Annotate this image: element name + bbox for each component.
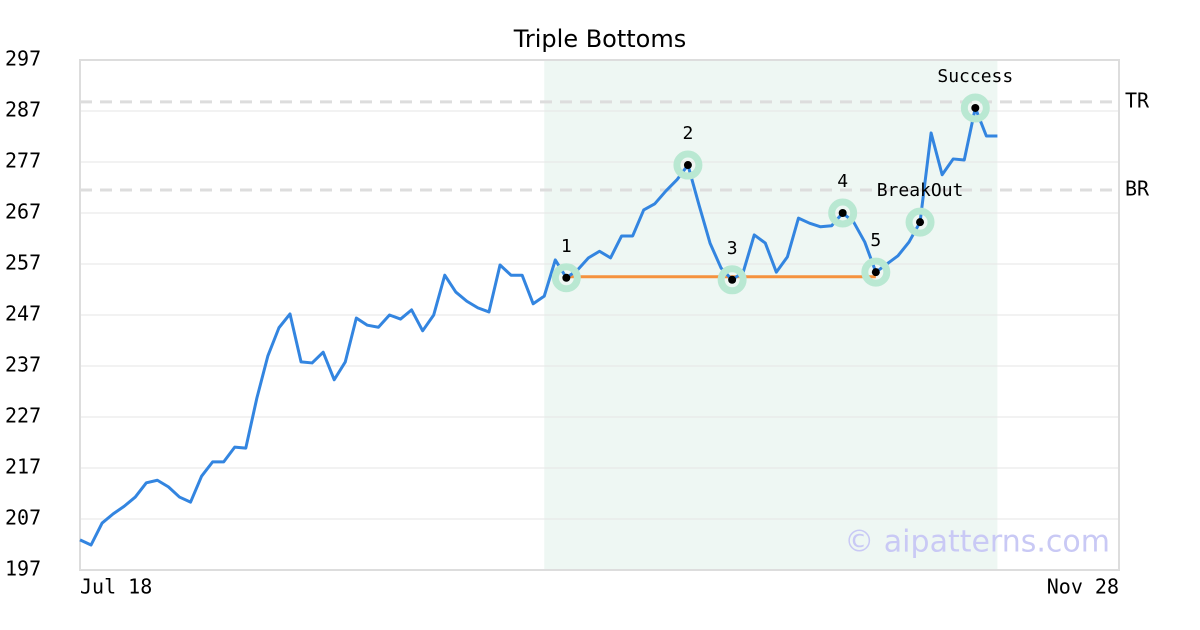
pattern-point <box>871 268 880 277</box>
chart-title: Triple Bottoms <box>513 25 687 53</box>
pattern-label: 1 <box>561 236 572 257</box>
pattern-point <box>562 273 571 282</box>
pattern-point <box>916 218 925 227</box>
pattern-point <box>838 209 847 217</box>
plot-frame <box>79 59 1120 571</box>
pattern-point-halo <box>673 150 703 180</box>
y-tick-label: 287 <box>5 98 41 122</box>
pattern-point <box>728 275 737 284</box>
y-tick-label: 217 <box>5 455 41 479</box>
pattern-label: 5 <box>870 230 881 251</box>
y-tick-label: 247 <box>5 302 41 326</box>
y-tick-label: 207 <box>5 506 41 530</box>
pattern-point-halo <box>905 207 935 237</box>
pattern-label: Success <box>937 66 1013 87</box>
pattern-point-halo <box>861 257 891 287</box>
y-tick-label: 277 <box>5 149 41 173</box>
pattern-label: 4 <box>837 171 848 192</box>
x-tick-label: Jul 18 <box>80 575 152 599</box>
pattern-point <box>683 161 692 170</box>
pattern-point-halo <box>551 263 581 293</box>
pattern-point-halo <box>960 93 990 123</box>
level-label: BR <box>1125 177 1150 201</box>
watermark: © aipatterns.com <box>844 525 1110 560</box>
pattern-label: 3 <box>727 238 738 259</box>
y-tick-label: 297 <box>5 47 41 71</box>
y-tick-label: 257 <box>5 251 41 275</box>
pattern-label: 2 <box>683 123 694 144</box>
y-tick-label: 227 <box>5 404 41 428</box>
x-tick-label: Nov 28 <box>1047 575 1119 599</box>
pattern-point-halo <box>828 198 858 228</box>
y-tick-label: 237 <box>5 353 41 377</box>
pattern-point <box>971 103 980 112</box>
y-tick-label: 267 <box>5 200 41 224</box>
pattern-label: BreakOut <box>877 180 964 201</box>
y-tick-label: 197 <box>5 557 41 581</box>
pattern-point-halo <box>717 265 747 295</box>
level-label: TR <box>1125 88 1150 112</box>
